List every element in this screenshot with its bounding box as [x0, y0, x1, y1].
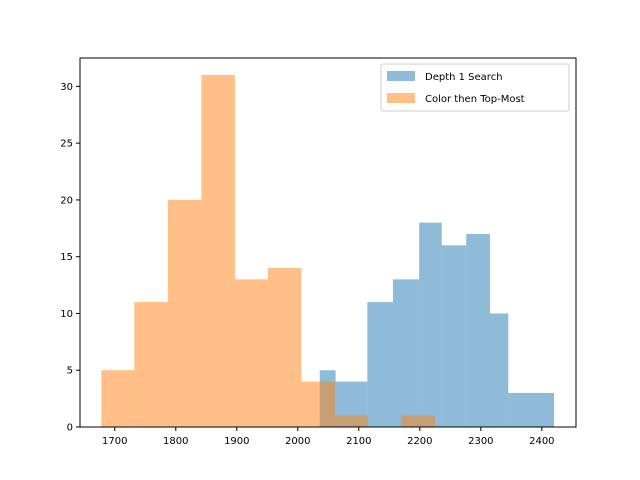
bar-series-0-bin-5	[441, 245, 467, 427]
bar-series-1-bin-3	[201, 75, 235, 428]
y-tick-label: 25	[60, 139, 73, 150]
bar-series-1-bin-2	[167, 199, 202, 427]
bar-series-0-bin-4	[419, 222, 442, 427]
x-axis-ticks: 1700 1800 1900 2000 2100 2200 2300 2400	[102, 427, 555, 447]
y-tick-label: 20	[60, 195, 73, 206]
bar-series-1-bin-4	[234, 279, 268, 427]
x-tick-label: 2200	[407, 436, 432, 447]
bar-series-0-bin-8	[508, 392, 555, 427]
bar-series-0-bin-6	[466, 233, 490, 427]
y-tick-label: 30	[60, 82, 73, 93]
x-tick-label: 2300	[468, 436, 493, 447]
axes-frame	[79, 57, 577, 428]
y-axis-ticks: 0 5 10 15 20 25 30	[60, 82, 80, 434]
legend-label-color-then-top-most: Color then Top-Most	[425, 94, 525, 105]
bar-series-1-bin-8	[401, 415, 436, 427]
bar-series-1-bin-0	[101, 370, 135, 427]
y-tick-label: 5	[67, 366, 73, 377]
bar-series-1-bin-5	[267, 268, 302, 427]
x-tick-label: 1800	[163, 436, 188, 447]
x-tick-label: 2000	[285, 436, 310, 447]
x-tick-label: 1900	[224, 436, 249, 447]
bar-series-1-bin-6	[301, 381, 336, 427]
bar-series-0-bin-7	[489, 313, 509, 427]
legend: Depth 1 Search Color then Top-Most	[380, 63, 570, 112]
bar-series-1-bin-7	[335, 415, 368, 427]
x-tick-label: 2100	[346, 436, 371, 447]
legend-box	[380, 63, 570, 112]
y-tick-label: 15	[60, 252, 73, 263]
y-tick-label: 10	[60, 309, 73, 320]
x-tick-label: 2400	[529, 436, 554, 447]
bar-series-0-bin-2	[367, 302, 393, 427]
bar-series-1-bin-1	[134, 302, 168, 427]
legend-swatch-color-then-top-most	[387, 93, 415, 103]
bar-series-0-bin-3	[392, 279, 420, 427]
y-tick-label: 0	[67, 423, 73, 434]
legend-label-depth-1-search: Depth 1 Search	[425, 72, 503, 83]
legend-swatch-depth-1-search	[387, 71, 415, 81]
x-tick-label: 1700	[102, 436, 127, 447]
histogram-bars	[101, 75, 555, 428]
